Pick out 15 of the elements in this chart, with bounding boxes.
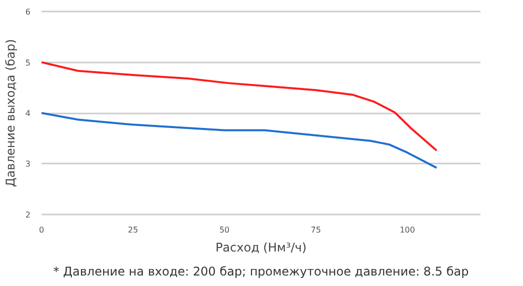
- line-series: [42, 112, 438, 169]
- x-tick-label: 50: [219, 226, 230, 234]
- x-tick-label: 0: [38, 226, 44, 234]
- text: * Давление на входе: 200 бар; промежуточное давление: 8.5 бар: [53, 264, 469, 278]
- y-tick-label: 3: [25, 160, 31, 169]
- y-tick-label: 5: [25, 58, 31, 68]
- x-tick-label: 100: [400, 226, 415, 234]
- y-axis-title: Давление выхода (бар): [3, 39, 18, 187]
- y-tick-label: 4: [25, 109, 31, 118]
- y-tick-label: 2: [25, 210, 31, 220]
- x-tick-label: 25: [128, 226, 138, 234]
- x-tick-label: 75: [310, 226, 321, 234]
- y-tick-label: 6: [25, 8, 31, 17]
- line-series: [42, 61, 438, 152]
- x-axis-title: Расход (Нм³/ч): [215, 240, 307, 254]
